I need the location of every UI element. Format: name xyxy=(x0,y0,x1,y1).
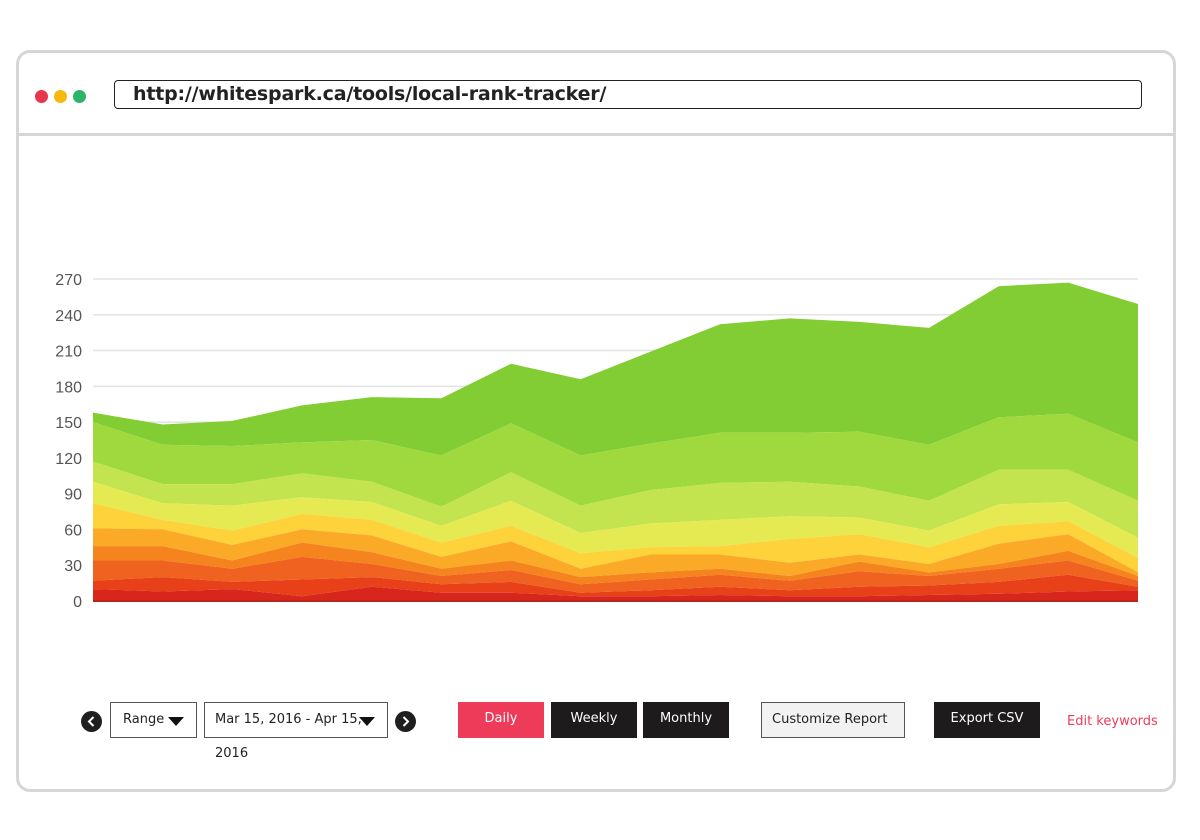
maximize-window-dot[interactable] xyxy=(73,90,86,103)
area-series-7 xyxy=(93,481,1138,559)
date-range-label: Mar 15, 2016 - Apr 15, 2016 xyxy=(215,712,362,761)
area-series-3 xyxy=(93,556,1138,593)
y-tick-label: 60 xyxy=(64,522,82,539)
y-tick-label: 210 xyxy=(55,344,82,361)
y-tick-label: 30 xyxy=(64,558,82,575)
range-dropdown[interactable]: Range xyxy=(110,702,197,738)
area-series-4 xyxy=(93,542,1138,585)
y-tick-label: 90 xyxy=(64,487,82,504)
area-series-8 xyxy=(93,461,1138,538)
date-range-dropdown[interactable]: Mar 15, 2016 - Apr 15, 2016 xyxy=(204,702,388,761)
y-tick-label: 150 xyxy=(55,415,82,432)
prev-range-button[interactable] xyxy=(81,711,102,732)
weekly-button[interactable]: Weekly xyxy=(551,702,637,738)
chevron-right-icon xyxy=(402,716,410,727)
monthly-button[interactable]: Monthly xyxy=(643,702,729,738)
y-tick-label: 270 xyxy=(55,272,82,289)
area-series-10 xyxy=(93,282,1138,456)
y-tick-label: 180 xyxy=(55,379,82,396)
area-series-6 xyxy=(93,503,1138,573)
address-bar[interactable]: http://whitespark.ca/tools/local-rank-tr… xyxy=(114,80,1142,109)
chevron-down-icon xyxy=(359,717,375,726)
area-series-5 xyxy=(93,528,1138,578)
area-series-1 xyxy=(93,586,1138,601)
minimize-window-dot[interactable] xyxy=(54,90,67,103)
y-tick-label: 240 xyxy=(55,308,82,325)
customize-report-dropdown[interactable]: Customize Report xyxy=(761,702,905,738)
chevron-down-icon xyxy=(168,717,184,726)
daily-button[interactable]: Daily xyxy=(458,702,544,738)
area-series-9 xyxy=(93,413,1138,507)
edit-keywords-link[interactable]: Edit keywords xyxy=(1067,714,1158,729)
close-window-dot[interactable] xyxy=(35,90,48,103)
export-csv-button[interactable]: Export CSV xyxy=(934,702,1040,738)
range-dropdown-label: Range xyxy=(123,712,165,727)
next-range-button[interactable] xyxy=(395,711,416,732)
customize-report-label: Customize Report xyxy=(772,712,888,727)
y-tick-label: 120 xyxy=(55,451,82,468)
area-series-2 xyxy=(93,574,1138,597)
browser-titlebar: http://whitespark.ca/tools/local-rank-tr… xyxy=(19,53,1173,136)
chevron-left-icon xyxy=(87,716,95,727)
y-tick-label: 0 xyxy=(73,594,82,611)
